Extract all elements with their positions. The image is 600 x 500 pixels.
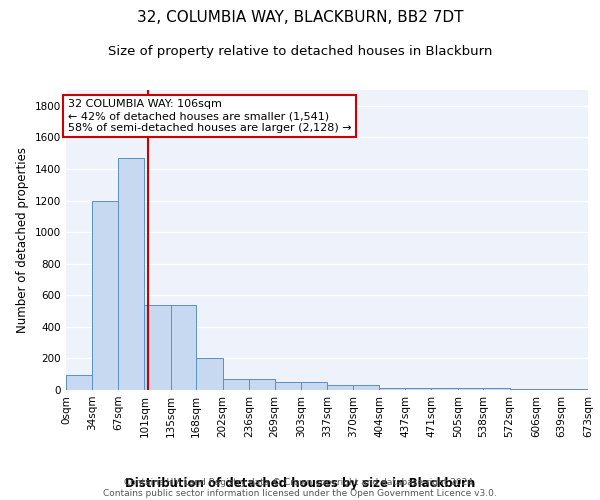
Bar <box>509 389 536 390</box>
Text: Size of property relative to detached houses in Blackburn: Size of property relative to detached ho… <box>108 45 492 58</box>
Bar <box>458 388 483 390</box>
Bar <box>353 386 379 390</box>
Bar <box>536 389 562 390</box>
Bar <box>379 388 405 390</box>
Text: 32 COLUMBIA WAY: 106sqm
← 42% of detached houses are smaller (1,541)
58% of semi: 32 COLUMBIA WAY: 106sqm ← 42% of detache… <box>68 100 351 132</box>
Text: Contains HM Land Registry data © Crown copyright and database right 2024.
Contai: Contains HM Land Registry data © Crown c… <box>103 478 497 498</box>
Bar <box>223 379 249 390</box>
Bar <box>118 158 145 390</box>
Bar <box>483 388 509 390</box>
Text: 32, COLUMBIA WAY, BLACKBURN, BB2 7DT: 32, COLUMBIA WAY, BLACKBURN, BB2 7DT <box>137 10 463 25</box>
Bar <box>328 386 353 390</box>
Bar <box>92 200 118 390</box>
Bar <box>431 388 458 390</box>
Y-axis label: Number of detached properties: Number of detached properties <box>16 147 29 333</box>
Bar <box>66 375 92 390</box>
Bar <box>562 389 588 390</box>
Bar <box>405 388 431 390</box>
Bar <box>145 304 171 390</box>
Text: Distribution of detached houses by size in Blackburn: Distribution of detached houses by size … <box>125 477 475 490</box>
Bar <box>196 358 223 390</box>
Bar <box>171 304 196 390</box>
Bar <box>275 382 301 390</box>
Bar <box>249 379 275 390</box>
Bar <box>301 382 328 390</box>
